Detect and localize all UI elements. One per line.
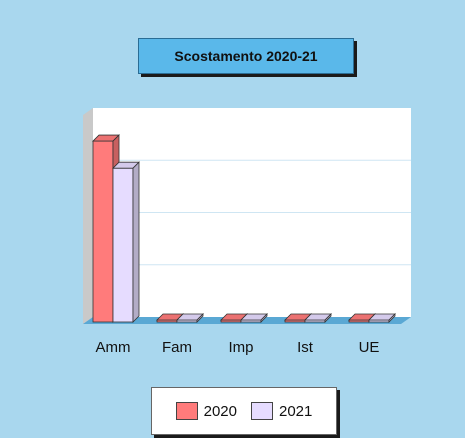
bars-layer [92, 134, 396, 323]
legend-label-2020: 2020 [203, 402, 237, 420]
plot-side-wall [83, 108, 93, 324]
x-tick-label: Ist [297, 339, 314, 356]
legend-label-2021: 2021 [279, 402, 313, 420]
bar [112, 161, 140, 323]
bar-side [324, 313, 332, 323]
x-tick-label: Amm [96, 339, 131, 356]
bar [240, 313, 268, 323]
bar-side [260, 313, 268, 323]
bar-side [388, 313, 396, 323]
plot-area [83, 108, 411, 324]
legend-swatch-2020 [175, 402, 198, 420]
bar [368, 313, 396, 323]
bar-front [112, 167, 134, 323]
bar-front [92, 140, 114, 323]
legend-item-2021: 2021 [251, 402, 312, 420]
bar-side [132, 161, 140, 323]
legend-swatch-2021 [251, 402, 273, 420]
legend: 2020 2021 [151, 387, 337, 435]
bar [176, 313, 204, 323]
chart-title: Scostamento 2020-21 [138, 38, 354, 74]
x-tick-label: Fam [162, 339, 192, 356]
bar [304, 313, 332, 323]
legend-item-2020: 2020 [175, 402, 237, 420]
bar-side [196, 313, 204, 323]
x-tick-label: UE [359, 339, 380, 356]
x-axis-ticks: Amm Fam Imp Ist UE [96, 339, 380, 356]
x-tick-label: Imp [228, 339, 253, 356]
chart-title-text: Scostamento 2020-21 [174, 48, 318, 64]
